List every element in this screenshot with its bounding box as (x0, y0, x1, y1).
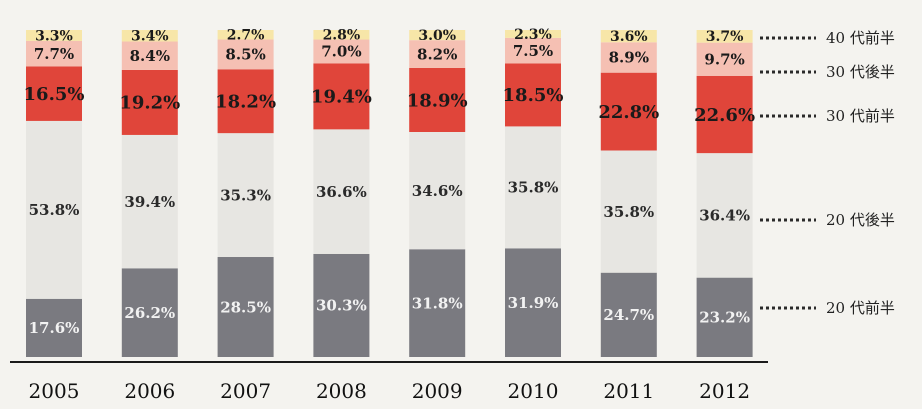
bar-segment (26, 66, 82, 121)
data-label: 19.2% (119, 93, 180, 114)
bar-segment (217, 39, 274, 70)
bar-segment (409, 249, 466, 357)
data-label: 28.5% (220, 298, 271, 316)
bar-segment (121, 134, 178, 269)
data-label: 3.4% (131, 29, 169, 45)
bar-segment (26, 40, 82, 67)
data-label: 22.6% (694, 105, 755, 126)
data-label: 22.8% (598, 102, 659, 123)
bar-segment (696, 153, 753, 278)
x-tick-label: 2005 (29, 379, 80, 403)
data-label: 34.6% (412, 182, 463, 200)
x-tick-label: 2008 (316, 379, 367, 403)
data-label: 36.6% (316, 183, 367, 201)
bar-segment (121, 268, 178, 357)
x-tick-label: 2006 (124, 379, 175, 403)
bar-segment (409, 67, 466, 132)
data-label: 2.3% (514, 27, 552, 43)
x-tick-label: 2010 (508, 379, 559, 403)
bar-segment (217, 30, 274, 40)
bar-segment (409, 131, 466, 250)
data-label: 17.6% (29, 319, 80, 337)
bar-segment (696, 277, 753, 357)
data-label: 3.7% (706, 29, 744, 45)
data-label: 7.5% (513, 42, 553, 60)
x-tick-label: 2011 (603, 379, 654, 403)
data-label: 18.2% (215, 92, 276, 113)
bar-segment (26, 30, 82, 41)
bar-segment (505, 30, 561, 38)
bar-segment (696, 42, 753, 76)
data-label: 36.4% (699, 207, 750, 225)
bar-segment (217, 133, 274, 258)
data-label: 35.8% (603, 203, 654, 221)
bar-segment (409, 30, 466, 41)
bar-segment (26, 298, 82, 357)
x-tick-label: 2012 (699, 379, 750, 403)
legend-label: 20 代後半 (826, 211, 895, 229)
bar-segment (505, 126, 561, 249)
bar-segment (313, 129, 370, 254)
data-label: 30.3% (316, 297, 367, 315)
bar-segment (121, 41, 178, 70)
legend-label: 30 代後半 (826, 63, 895, 81)
bar-segment (600, 30, 657, 43)
bar-segment (121, 30, 178, 42)
bar-segment (313, 30, 370, 40)
x-axis-labels: 2005 2006 2007 2008 2009 2010 2011 2012 (29, 379, 751, 403)
data-label: 26.2% (124, 304, 175, 322)
bar-segment (600, 272, 657, 357)
data-label: 31.9% (508, 294, 559, 312)
data-label: 9.7% (704, 50, 744, 68)
bar-segment (313, 39, 370, 64)
data-label: 3.0% (418, 28, 456, 44)
data-label: 19.4% (311, 87, 372, 108)
x-tick-label: 2007 (220, 379, 271, 403)
data-label: 7.7% (34, 45, 74, 63)
legend: 20 代前半 20 代後半 30 代前半 30 代後半 40 代前半 (760, 29, 895, 317)
data-label: 18.9% (407, 90, 468, 111)
data-label: 24.7% (603, 306, 654, 324)
data-label: 2.8% (323, 28, 361, 44)
bar-segment (600, 42, 657, 73)
bar-segment (313, 253, 370, 357)
legend-label: 30 代前半 (826, 107, 895, 125)
bar-segment (505, 37, 561, 64)
legend-label: 20 代前半 (826, 299, 895, 317)
data-label: 8.4% (130, 47, 170, 65)
data-label: 8.2% (417, 45, 457, 63)
data-label: 53.8% (29, 201, 80, 219)
bar-segment (505, 63, 561, 127)
x-tick-label: 2009 (412, 379, 463, 403)
data-label: 8.5% (225, 46, 265, 64)
bar-segment (505, 248, 561, 357)
data-label: 31.8% (412, 294, 463, 312)
bar-segment (217, 257, 274, 357)
bar-segment (26, 120, 82, 299)
data-label: 2.7% (227, 28, 265, 44)
data-label: 7.0% (321, 43, 361, 61)
bar-segment (696, 30, 753, 43)
data-label: 39.4% (124, 193, 175, 211)
data-label: 35.8% (508, 179, 559, 197)
bar-segment (409, 40, 466, 68)
data-label: 8.9% (609, 49, 649, 67)
bars-group: 17.6% 53.8% 16.5% 7.7%3.3% 26.2% 39.4% 19.2% 8.… (24, 27, 755, 357)
data-label: 35.3% (220, 186, 271, 204)
data-label: 16.5% (24, 84, 85, 105)
data-label: 3.6% (610, 29, 648, 45)
data-label: 18.5% (503, 85, 564, 106)
bar-segment (600, 150, 657, 273)
bar-segment (696, 75, 753, 154)
bar-segment (121, 69, 178, 135)
bar-segment (600, 72, 657, 151)
data-label: 23.2% (699, 309, 750, 327)
legend-label: 40 代前半 (826, 29, 895, 47)
data-label: 3.3% (35, 28, 73, 44)
bar-segment (217, 69, 274, 134)
bar-segment (313, 63, 370, 130)
